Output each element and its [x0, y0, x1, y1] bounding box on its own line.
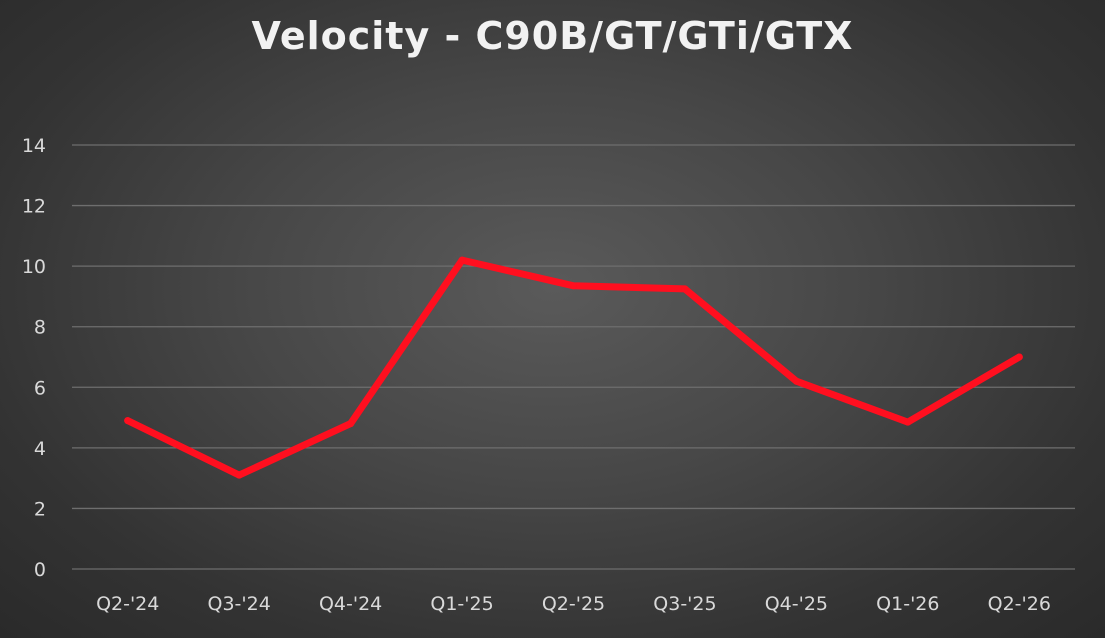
chart-title: Velocity - C90B/GT/GTi/GTX — [251, 14, 854, 58]
series-group — [124, 256, 1023, 479]
x-tick-label: Q2-'25 — [542, 593, 605, 615]
x-tick-label: Q3-'25 — [653, 593, 716, 615]
data-point — [570, 282, 577, 290]
data-point — [347, 420, 355, 428]
data-point — [792, 377, 800, 385]
data-point — [124, 417, 132, 425]
y-tick-label: 10 — [22, 256, 46, 278]
data-point — [458, 256, 466, 264]
data-point — [681, 285, 689, 293]
data-point — [904, 418, 912, 426]
y-tick-label: 6 — [34, 377, 46, 399]
y-axis-tick-labels: 0 2 4 6 8 10 12 14 — [22, 135, 46, 581]
x-axis-tick-labels: Q2-'24 Q3-'24 Q4-'24 Q1-'25 Q2-'25 Q3-'25 Q4-'… — [96, 593, 1051, 615]
x-tick-label: Q2-'24 — [96, 593, 159, 615]
x-tick-label: Q1-'26 — [876, 593, 939, 615]
series-line-0 — [124, 256, 1023, 479]
data-point — [235, 471, 243, 479]
x-tick-label: Q4-'25 — [765, 593, 828, 615]
gridlines — [72, 144, 1075, 570]
y-tick-label: 14 — [22, 135, 46, 157]
data-point — [1015, 353, 1023, 361]
y-tick-label: 0 — [34, 559, 46, 581]
y-tick-label: 2 — [34, 498, 46, 520]
y-tick-label: 12 — [22, 196, 46, 218]
x-tick-label: Q1-'25 — [430, 593, 493, 615]
y-tick-label: 4 — [34, 438, 46, 460]
x-tick-label: Q3-'24 — [208, 593, 271, 615]
x-tick-label: Q2-'26 — [988, 593, 1051, 615]
x-tick-label: Q4-'24 — [319, 593, 382, 615]
y-tick-label: 8 — [34, 317, 46, 339]
